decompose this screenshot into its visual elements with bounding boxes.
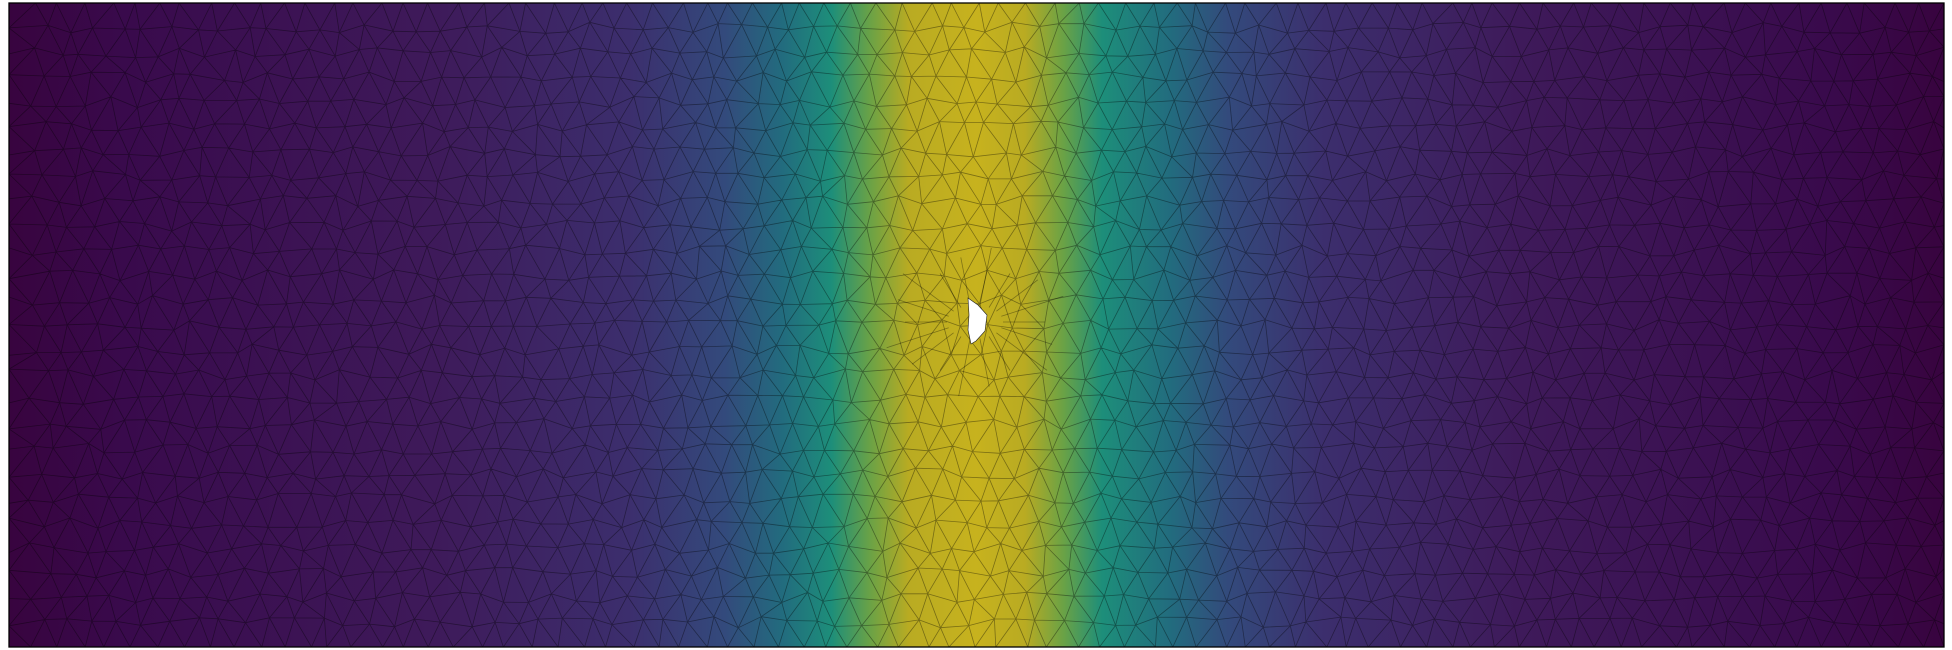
hole-refinement-edges bbox=[886, 247, 1064, 397]
mesh-hole bbox=[967, 297, 988, 345]
frame-border bbox=[8, 2, 1945, 648]
